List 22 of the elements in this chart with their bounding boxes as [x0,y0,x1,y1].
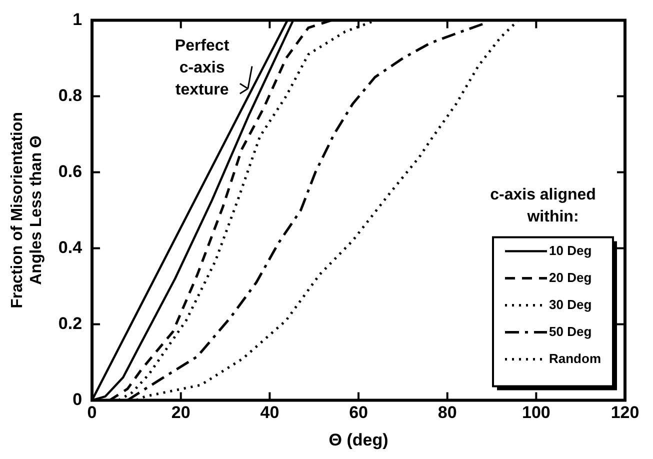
x-tick-label: 60 [349,403,368,422]
y-tick-label: 1 [72,10,82,29]
x-tick-label: 20 [171,403,190,422]
legend-label: Random [549,350,601,366]
legend-label: 10 Deg [549,242,592,258]
legend-title: c-axis aligned within: [490,186,596,226]
x-tick-label: 100 [522,403,550,422]
legend-label: 20 Deg [549,270,592,285]
x-axis-title: Θ (deg) [328,430,388,450]
x-tick-label: 120 [610,403,640,422]
y-tick-label: 0 [72,390,82,409]
y-tick-label: 0.8 [58,86,82,105]
x-tick-label: 0 [87,403,97,422]
y-tick-label: 0.2 [58,314,82,333]
y-tick-label: 0.6 [58,162,82,181]
legend-label: 50 Deg [549,324,592,339]
annotation: Perfect c-axis texture [174,38,230,99]
x-tick-label: 80 [438,403,457,422]
y-axis-title: Fraction of Misorientation Angles Less than Θ [9,112,46,308]
legend-label: 30 Deg [549,296,592,312]
x-tick-label: 40 [260,403,280,422]
y-tick-label: 0.4 [58,238,83,257]
